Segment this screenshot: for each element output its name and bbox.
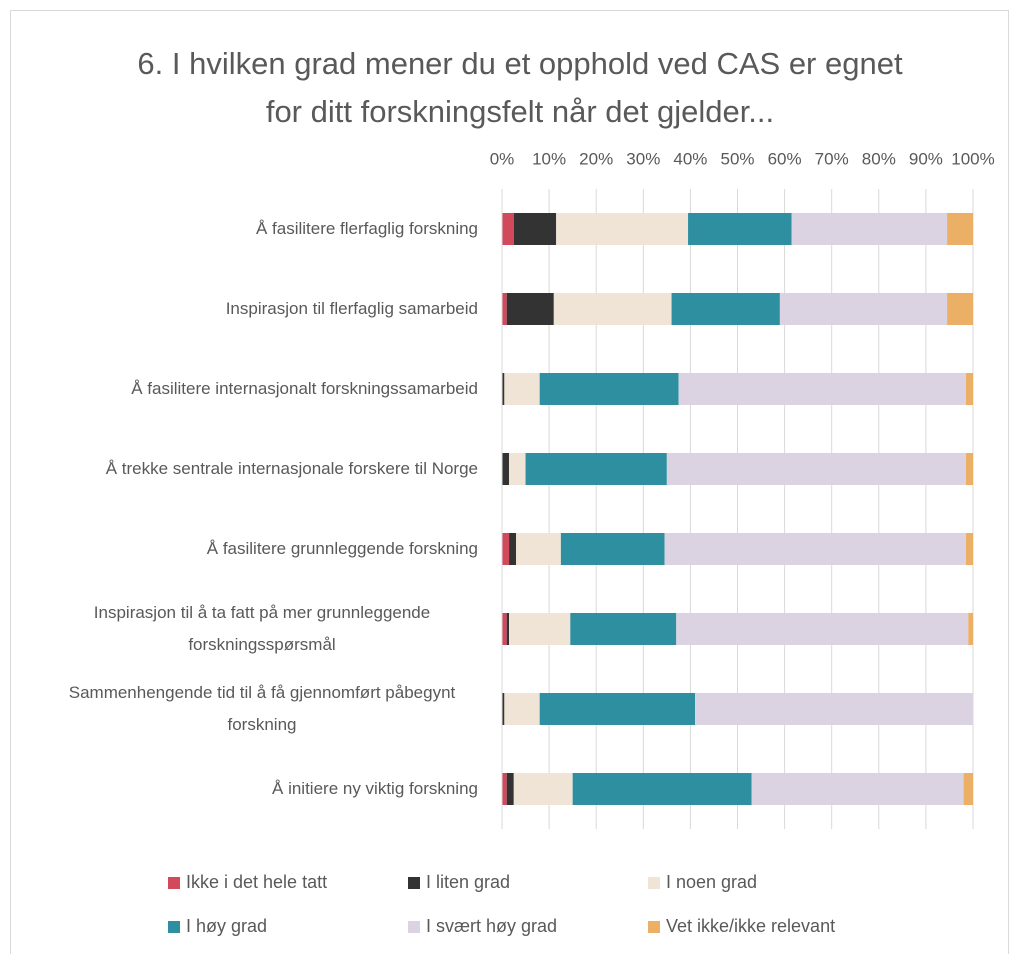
- bar-segment: [506, 773, 514, 805]
- bar-segment: [513, 773, 573, 805]
- y-tick-label: Å initiere ny viktig forskning: [272, 779, 478, 798]
- bar-segment: [539, 373, 679, 405]
- y-tick-label: Å trekke sentrale internasjonale forsker…: [105, 459, 478, 478]
- legend-label: I liten grad: [426, 872, 510, 892]
- bar-segment: [671, 293, 780, 325]
- y-tick-label: Sammenhengende tid til å få gjennomført …: [68, 683, 456, 734]
- chart-title: 6. I hvilken grad mener du et opphold ve…: [137, 46, 903, 129]
- bar-segment: [509, 613, 571, 645]
- x-tick-label: 80%: [862, 149, 896, 168]
- bar-segment: [502, 773, 507, 805]
- category-label-box: Inspirasjon til å ta fatt på mer grunnle…: [0, 599, 478, 659]
- bar-segment: [502, 213, 514, 245]
- legend-swatch: [648, 921, 660, 933]
- x-tick-label: 30%: [626, 149, 660, 168]
- x-tick-label: 60%: [768, 149, 802, 168]
- bar-segment: [947, 213, 973, 245]
- x-tick-label: 100%: [951, 149, 994, 168]
- legend-swatch: [168, 877, 180, 889]
- bar-segment: [570, 613, 677, 645]
- bar-segment: [516, 533, 561, 565]
- bar-segment: [965, 453, 973, 485]
- legend-swatch: [408, 877, 420, 889]
- bar-segment: [513, 213, 557, 245]
- bar-segment: [572, 773, 752, 805]
- y-tick-label: Å fasilitere internasjonalt forskningssa…: [131, 379, 478, 398]
- legend-label: Ikke i det hele tatt: [186, 872, 327, 892]
- bar-segment: [502, 373, 505, 405]
- bar-segment: [666, 453, 966, 485]
- legend-swatch: [648, 877, 660, 889]
- category-label-box: Sammenhengende tid til å få gjennomført …: [0, 679, 478, 739]
- x-tick-label: 90%: [909, 149, 943, 168]
- legend-label: Vet ikke/ikke relevant: [666, 916, 835, 936]
- bar-segment: [688, 213, 792, 245]
- x-tick-label: 0%: [490, 149, 515, 168]
- category-label-box: Å fasilitere internasjonalt forskningssa…: [0, 359, 478, 419]
- bar-segment: [560, 533, 665, 565]
- x-tick-label: 20%: [579, 149, 613, 168]
- bar-segment: [751, 773, 964, 805]
- bar-segment: [791, 213, 948, 245]
- y-tick-label: Inspirasjon til å ta fatt på mer grunnle…: [93, 603, 431, 654]
- y-tick-label: Inspirasjon til flerfaglig samarbeid: [225, 299, 478, 318]
- bar-segment: [502, 453, 510, 485]
- legend-label: I svært høy grad: [426, 916, 557, 936]
- bar-segment: [509, 453, 526, 485]
- bar-segment: [502, 613, 507, 645]
- bar-segment: [779, 293, 948, 325]
- x-tick-label: 10%: [532, 149, 566, 168]
- legend-label: I noen grad: [666, 872, 757, 892]
- y-tick-label: Å fasilitere grunnleggende forskning: [206, 539, 478, 558]
- bar-segment: [664, 533, 966, 565]
- legend-swatch: [408, 921, 420, 933]
- bar-segment: [539, 693, 696, 725]
- bar-segment: [676, 613, 969, 645]
- chart-border: [10, 10, 1009, 954]
- bar-segment: [502, 533, 510, 565]
- x-tick-label: 70%: [815, 149, 849, 168]
- category-label-box: Inspirasjon til flerfaglig samarbeid: [0, 279, 478, 339]
- bar-segment: [965, 373, 973, 405]
- category-label-box: Å initiere ny viktig forskning: [0, 759, 478, 819]
- bar-segment: [968, 613, 973, 645]
- category-label-box: Å fasilitere grunnleggende forskning: [0, 519, 478, 579]
- legend-swatch: [168, 921, 180, 933]
- bar-segment: [504, 373, 540, 405]
- bar-segment: [509, 533, 517, 565]
- x-tick-label: 50%: [720, 149, 754, 168]
- bar-segment: [695, 693, 973, 725]
- bar-segment: [502, 293, 507, 325]
- bar-segment: [553, 293, 672, 325]
- bar-segment: [504, 693, 540, 725]
- y-tick-label: Å fasilitere flerfaglig forskning: [255, 219, 478, 238]
- legend-label: I høy grad: [186, 916, 267, 936]
- bar-segment: [525, 453, 667, 485]
- category-label-box: Å trekke sentrale internasjonale forsker…: [0, 439, 478, 499]
- bar-segment: [506, 613, 510, 645]
- bar-segment: [556, 213, 689, 245]
- bar-segment: [965, 533, 973, 565]
- x-tick-label: 40%: [673, 149, 707, 168]
- category-label-box: Å fasilitere flerfaglig forskning: [0, 199, 478, 259]
- bar-segment: [506, 293, 554, 325]
- bar-segment: [678, 373, 966, 405]
- bar-segment: [502, 693, 505, 725]
- bar-segment: [963, 773, 973, 805]
- bar-segment: [947, 293, 973, 325]
